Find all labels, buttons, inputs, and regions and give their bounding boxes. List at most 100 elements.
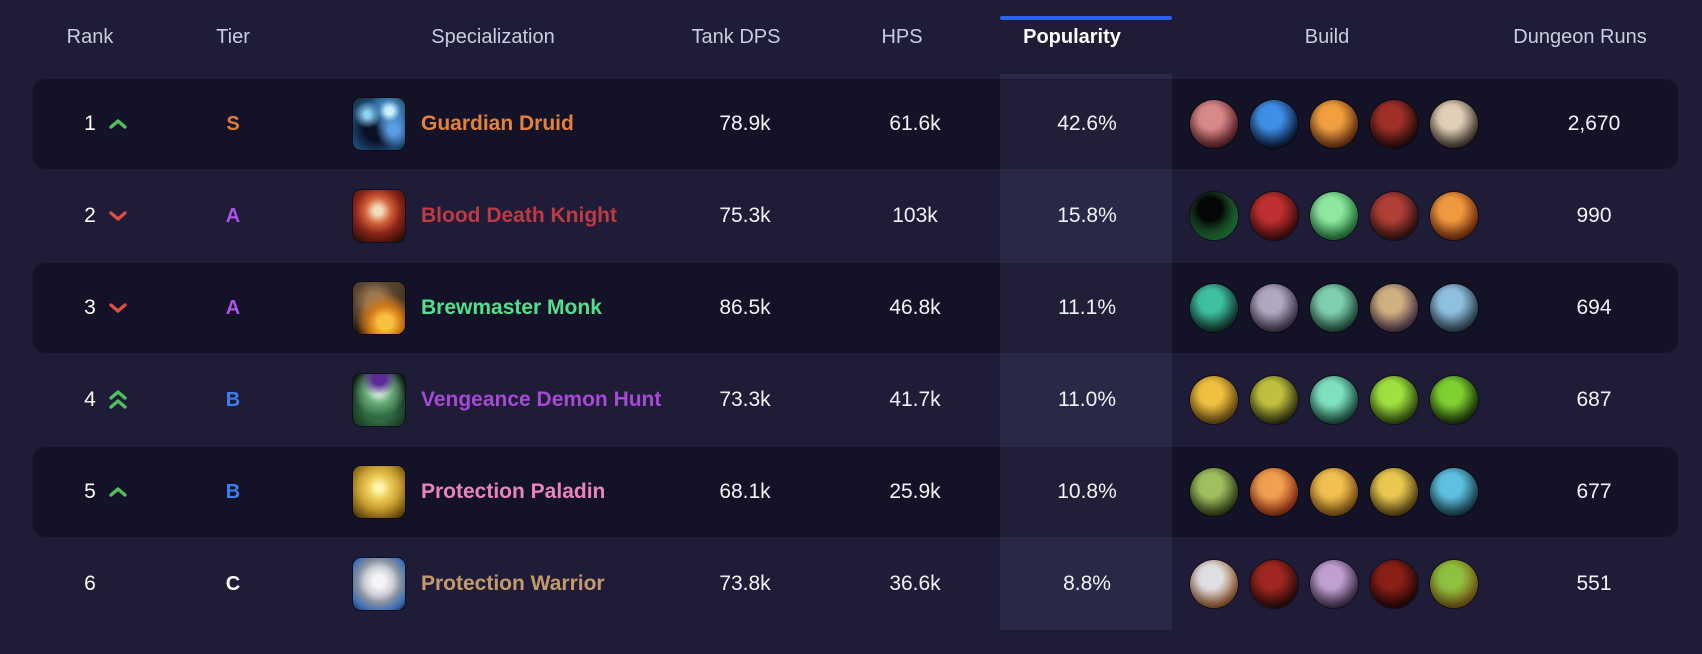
column-header-tier[interactable]: Tier bbox=[216, 14, 250, 60]
storm-bolt-icon[interactable] bbox=[1430, 284, 1478, 332]
tank-dps-value: 86.5k bbox=[719, 296, 771, 319]
tank-dps-value: 73.8k bbox=[719, 572, 771, 595]
hps-value: 46.8k bbox=[889, 296, 941, 319]
table-row[interactable]: 1 S Guardian Druid 78.9k 61.6k 42.6% 2,6… bbox=[33, 79, 1678, 169]
popularity-value: 15.8% bbox=[1057, 204, 1117, 227]
teal-vortex-icon[interactable] bbox=[1190, 284, 1238, 332]
popularity-value: 42.6% bbox=[1057, 112, 1117, 135]
bronze-seal-icon[interactable] bbox=[1370, 284, 1418, 332]
red-demon-icon[interactable] bbox=[1370, 192, 1418, 240]
grey-monk-figure-icon[interactable] bbox=[1250, 284, 1298, 332]
tier-badge: A bbox=[225, 296, 241, 319]
blue-swirl-spell-icon[interactable] bbox=[1250, 100, 1298, 148]
blood-skull-icon[interactable] bbox=[353, 190, 405, 242]
column-header-label: HPS bbox=[881, 25, 923, 48]
build-icons bbox=[1190, 263, 1490, 353]
build-icons bbox=[1190, 79, 1490, 169]
spec-name-link[interactable]: Guardian Druid bbox=[421, 112, 574, 135]
column-header-label: Tier bbox=[216, 25, 250, 48]
table-row[interactable]: 3 A Brewmaster Monk 86.5k 46.8k 11.1% 69… bbox=[33, 263, 1678, 353]
fel-glyph-icon[interactable] bbox=[1370, 376, 1418, 424]
trend-down-icon bbox=[103, 263, 133, 353]
dungeon-runs-value: 551 bbox=[1576, 572, 1612, 595]
jade-brew-icon[interactable] bbox=[1310, 284, 1358, 332]
rank-value: 6 bbox=[84, 572, 96, 595]
column-header-dungeon-runs[interactable]: Dungeon Runs bbox=[1513, 14, 1646, 60]
column-header-label: Specialization bbox=[431, 25, 555, 48]
column-header-popularity[interactable]: Popularity bbox=[1023, 14, 1121, 60]
dungeon-runs-value: 687 bbox=[1576, 388, 1612, 411]
gold-shield-icon[interactable] bbox=[1370, 468, 1418, 516]
bone-claws-icon[interactable] bbox=[1430, 100, 1478, 148]
orange-bear-icon[interactable] bbox=[1310, 100, 1358, 148]
tier-badge: B bbox=[225, 480, 241, 503]
tank-dps-value: 75.3k bbox=[719, 204, 771, 227]
trend-up-icon bbox=[103, 447, 133, 537]
orc-face-icon[interactable] bbox=[1430, 560, 1478, 608]
column-header-label: Popularity bbox=[1023, 25, 1121, 48]
tier-badge: A bbox=[225, 204, 241, 227]
dungeon-runs-value: 694 bbox=[1576, 296, 1612, 319]
table-row[interactable]: 4 B Vengeance Demon Hunter 73.3k 41.7k 1… bbox=[33, 355, 1678, 445]
red-orb-icon[interactable] bbox=[1250, 192, 1298, 240]
popularity-value: 11.0% bbox=[1058, 388, 1116, 411]
hps-value: 61.6k bbox=[889, 112, 941, 135]
dungeon-runs-value: 2,670 bbox=[1567, 112, 1621, 135]
fire-orb-icon[interactable] bbox=[1430, 192, 1478, 240]
rank-value: 4 bbox=[84, 388, 96, 411]
column-header-build[interactable]: Build bbox=[1305, 14, 1349, 60]
tank-dps-value: 68.1k bbox=[719, 480, 771, 503]
hps-value: 36.6k bbox=[889, 572, 941, 595]
maul-ability-icon[interactable] bbox=[1190, 100, 1238, 148]
spirit-bomb-icon[interactable] bbox=[1310, 376, 1358, 424]
green-ring-icon[interactable] bbox=[1190, 192, 1238, 240]
trend-down-icon bbox=[103, 171, 133, 261]
demon-face-icon[interactable] bbox=[353, 374, 405, 426]
lion-crest-icon[interactable] bbox=[1190, 468, 1238, 516]
column-header-label: Tank DPS bbox=[691, 25, 781, 48]
spec-name-link[interactable]: Brewmaster Monk bbox=[421, 296, 602, 319]
table-row[interactable]: 2 A Blood Death Knight 75.3k 103k 15.8% … bbox=[33, 171, 1678, 261]
dungeon-runs-value: 677 bbox=[1576, 480, 1612, 503]
dark-wolf-icon[interactable] bbox=[1370, 100, 1418, 148]
golden-flame-icon[interactable] bbox=[1310, 468, 1358, 516]
rank-value: 1 bbox=[84, 112, 96, 135]
sea-dragon-icon[interactable] bbox=[1430, 468, 1478, 516]
red-slash-icon[interactable] bbox=[1250, 560, 1298, 608]
banshee-face-icon[interactable] bbox=[1310, 560, 1358, 608]
table-row[interactable]: 5 B Protection Paladin 68.1k 25.9k 10.8%… bbox=[33, 447, 1678, 537]
gold-sigil-icon[interactable] bbox=[1190, 376, 1238, 424]
hps-value: 25.9k bbox=[889, 480, 941, 503]
column-header-specialization[interactable]: Specialization bbox=[431, 14, 554, 60]
popularity-value: 10.8% bbox=[1057, 480, 1117, 503]
rank-value: 2 bbox=[84, 204, 96, 227]
gold-shield-icon[interactable] bbox=[353, 466, 405, 518]
red-demon-face-icon[interactable] bbox=[1370, 560, 1418, 608]
spec-name-link[interactable]: Blood Death Knight bbox=[421, 204, 617, 227]
trend-up-double-icon bbox=[103, 355, 133, 445]
silver-shield-icon[interactable] bbox=[1190, 560, 1238, 608]
spec-name-link[interactable]: Protection Paladin bbox=[421, 480, 606, 503]
popularity-value: 11.1% bbox=[1058, 296, 1116, 319]
column-header-tank-dps[interactable]: Tank DPS bbox=[692, 14, 781, 60]
spec-name-link[interactable]: Vengeance Demon Hunter bbox=[421, 388, 662, 411]
tank-dps-value: 73.3k bbox=[719, 388, 771, 411]
brewmaster-keg-icon[interactable] bbox=[353, 282, 405, 334]
green-skull-icon[interactable] bbox=[1310, 192, 1358, 240]
build-icons bbox=[1190, 539, 1490, 629]
fel-beast-icon[interactable] bbox=[1250, 376, 1298, 424]
table-row[interactable]: 6 C Protection Warrior 73.8k 36.6k 8.8% … bbox=[33, 539, 1678, 629]
fel-demon-icon[interactable] bbox=[1430, 376, 1478, 424]
build-icons bbox=[1190, 171, 1490, 261]
column-header-hps[interactable]: HPS bbox=[881, 14, 922, 60]
tier-badge: C bbox=[225, 572, 241, 595]
flame-pillar-icon[interactable] bbox=[1250, 468, 1298, 516]
rank-value: 5 bbox=[84, 480, 96, 503]
bear-paw-icon[interactable] bbox=[353, 98, 405, 150]
active-sort-indicator bbox=[1000, 16, 1172, 20]
column-header-rank[interactable]: Rank bbox=[67, 14, 114, 60]
spec-name-link[interactable]: Protection Warrior bbox=[421, 572, 605, 595]
silver-shield-icon[interactable] bbox=[353, 558, 405, 610]
tank-dps-value: 78.9k bbox=[719, 112, 771, 135]
